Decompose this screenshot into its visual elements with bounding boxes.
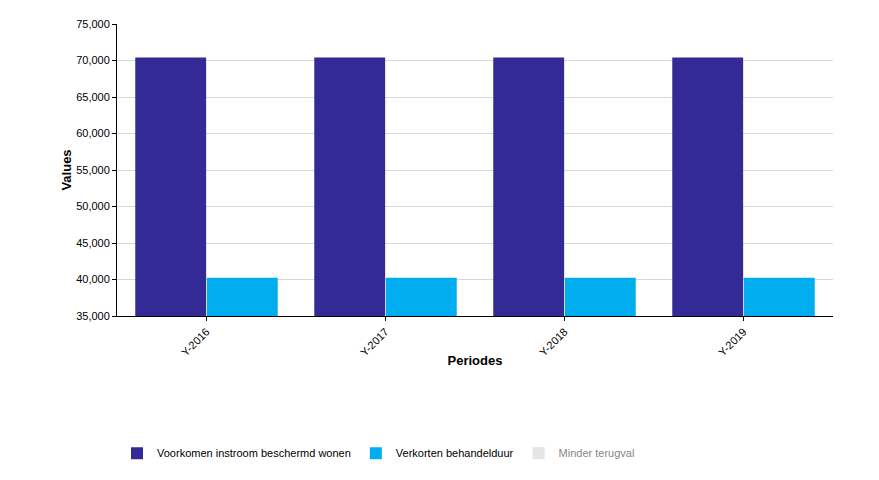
svg-text:Y-2019: Y-2019 <box>716 326 749 359</box>
svg-text:75,000: 75,000 <box>76 18 110 30</box>
svg-text:45,000: 45,000 <box>76 237 110 249</box>
svg-text:55,000: 55,000 <box>76 164 110 176</box>
svg-text:50,000: 50,000 <box>76 200 110 212</box>
svg-text:Periodes: Periodes <box>448 353 503 368</box>
svg-text:40,000: 40,000 <box>76 273 110 285</box>
svg-text:60,000: 60,000 <box>76 127 110 139</box>
svg-text:Y-2016: Y-2016 <box>179 326 212 359</box>
svg-text:65,000: 65,000 <box>76 91 110 103</box>
svg-text:Y-2017: Y-2017 <box>358 326 391 359</box>
svg-text:Minder terugval: Minder terugval <box>559 447 635 459</box>
svg-text:Voorkomen instroom beschermd w: Voorkomen instroom beschermd wonen <box>157 447 351 459</box>
svg-text:Verkorten behandelduur: Verkorten behandelduur <box>396 447 514 459</box>
svg-text:Values: Values <box>59 149 74 190</box>
svg-text:Y-2018: Y-2018 <box>537 326 570 359</box>
svg-text:70,000: 70,000 <box>76 54 110 66</box>
svg-text:35,000: 35,000 <box>76 310 110 322</box>
